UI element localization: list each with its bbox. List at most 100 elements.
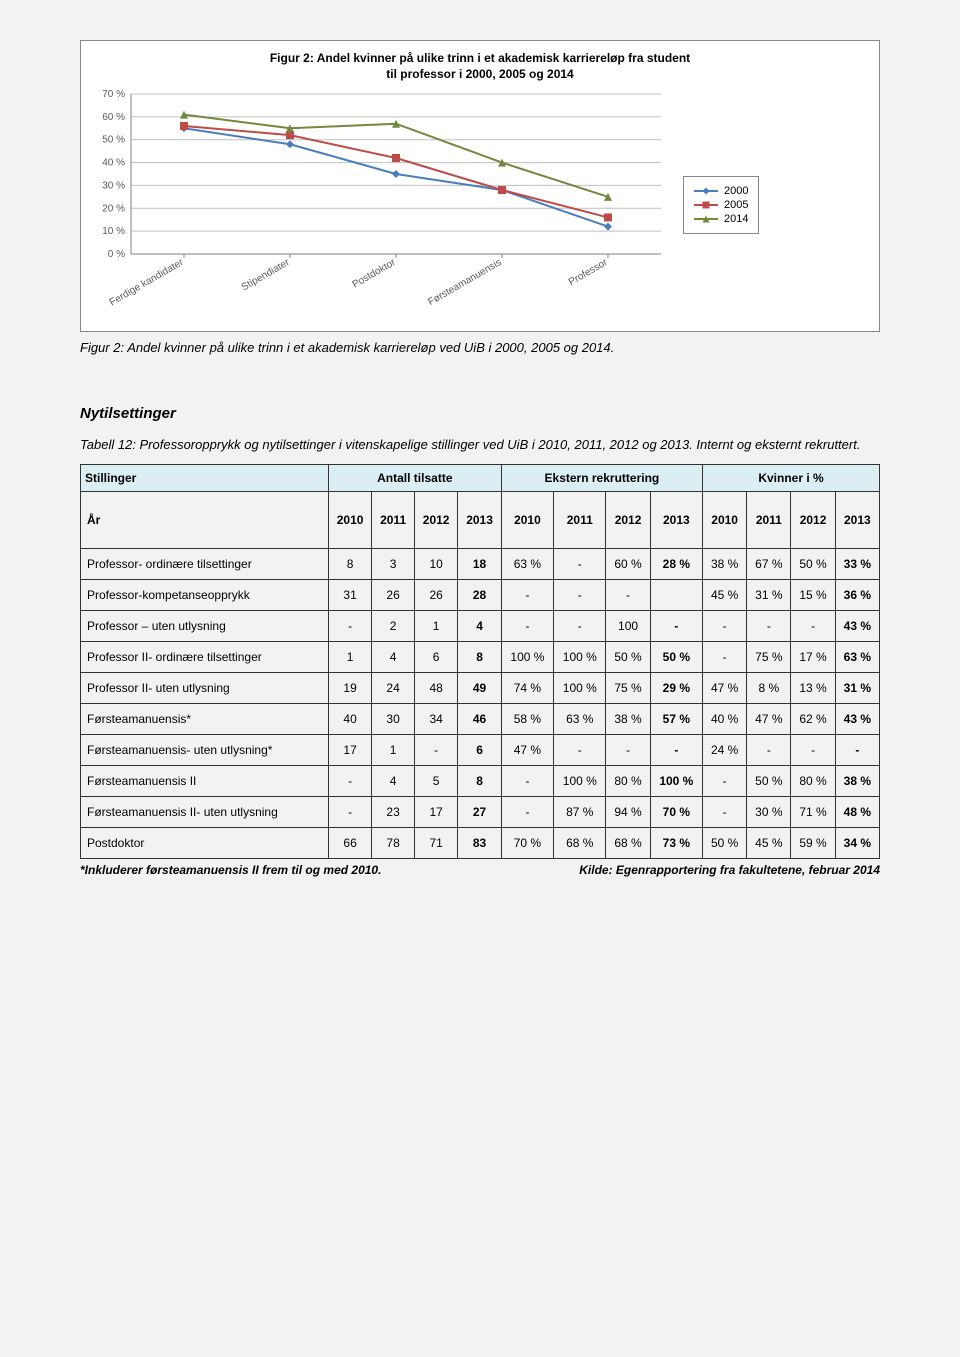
table-footnotes: *Inkluderer førsteamanuensis II frem til… (80, 863, 880, 877)
table-cell: - (650, 611, 702, 642)
table-cell: 40 % (703, 704, 747, 735)
table-cell: 50 % (747, 766, 791, 797)
table-row-header: Professor – uten utlysning (81, 611, 329, 642)
table-cell: 24 % (703, 735, 747, 766)
table-cell: 40 (328, 704, 371, 735)
table-cell: 6 (458, 735, 501, 766)
table-cell: 62 % (791, 704, 835, 735)
legend-item: 2005 (694, 199, 748, 211)
chart-svg: 0 %10 %20 %30 %40 %50 %60 %70 %Ferdige k… (91, 88, 671, 318)
table-cell: 63 % (554, 704, 606, 735)
table-cell: 17 (414, 797, 457, 828)
table-cell: 48 (414, 673, 457, 704)
legend-item: 2000 (694, 185, 748, 197)
table-year-cell: 2010 (501, 492, 553, 549)
table-cell: 58 % (501, 704, 553, 735)
table-cell: 68 % (606, 828, 650, 859)
table-year-cell: 2010 (703, 492, 747, 549)
svg-text:20 %: 20 % (102, 203, 125, 214)
svg-text:Stipendiater: Stipendiater (240, 257, 292, 294)
table-cell: 1 (372, 735, 415, 766)
table-cell: 74 % (501, 673, 553, 704)
table-year-cell: 2013 (835, 492, 879, 549)
table-cell: 17 % (791, 642, 835, 673)
table-row: Førsteamanuensis II- uten utlysning-2317… (81, 797, 880, 828)
table-cell: 8 (458, 642, 501, 673)
table-cell: 73 % (650, 828, 702, 859)
figure-2-chart: Figur 2: Andel kvinner på ulike trinn i … (80, 40, 880, 332)
table-cell: 50 % (650, 642, 702, 673)
table-year-cell: 2011 (554, 492, 606, 549)
table-cell: 100 % (501, 642, 553, 673)
table-year-cell: 2012 (606, 492, 650, 549)
section-heading: Nytilsettinger (80, 405, 880, 422)
table-cell: - (501, 797, 553, 828)
table-row: Professor-kompetanseopprykk31262628---45… (81, 580, 880, 611)
table-cell: 71 % (791, 797, 835, 828)
table-cell: 1 (414, 611, 457, 642)
table-cell: 26 (372, 580, 415, 611)
table-cell: 47 % (501, 735, 553, 766)
table-cell: 43 % (835, 704, 879, 735)
table-cell: - (501, 580, 553, 611)
table-row-header: Førsteamanuensis II (81, 766, 329, 797)
table-cell: 27 (458, 797, 501, 828)
svg-text:0 %: 0 % (108, 249, 125, 260)
table-cell: 33 % (835, 549, 879, 580)
table-cell: 17 (328, 735, 371, 766)
table-year-cell: 2011 (747, 492, 791, 549)
table-cell: - (791, 735, 835, 766)
table-cell: 63 % (835, 642, 879, 673)
table-caption: Tabell 12: Professoropprykk og nytilsett… (80, 436, 880, 454)
table-cell: 4 (372, 766, 415, 797)
table-year-cell: 2013 (650, 492, 702, 549)
table-cell: 83 (458, 828, 501, 859)
table-row-header: Professor-kompetanseopprykk (81, 580, 329, 611)
table-cell: 31 % (835, 673, 879, 704)
table-cell: 63 % (501, 549, 553, 580)
table-cell: 50 % (606, 642, 650, 673)
svg-text:Ferdige kandidater: Ferdige kandidater (108, 257, 186, 309)
footnote-right: Kilde: Egenrapportering fra fakultetene,… (579, 863, 880, 877)
table-cell: 29 % (650, 673, 702, 704)
table-row-header: Førsteamanuensis- uten utlysning* (81, 735, 329, 766)
table-cell: 80 % (606, 766, 650, 797)
table-cell: - (703, 766, 747, 797)
table-cell: 15 % (791, 580, 835, 611)
table-cell: - (554, 580, 606, 611)
table-cell: 38 % (835, 766, 879, 797)
chart-title-line1: Figur 2: Andel kvinner på ulike trinn i … (270, 51, 690, 65)
table-cell: - (501, 766, 553, 797)
table-cell: - (501, 611, 553, 642)
table-cell: 49 (458, 673, 501, 704)
table-cell: 70 % (650, 797, 702, 828)
table-cell: 100 (606, 611, 650, 642)
svg-text:Førsteamanuensis: Førsteamanuensis (426, 257, 503, 308)
table-group-header: Antall tilsatte (328, 465, 501, 492)
svg-text:60 %: 60 % (102, 112, 125, 123)
table-group-header: Stillinger (81, 465, 329, 492)
table-year-cell: 2012 (414, 492, 457, 549)
table-cell: 28 % (650, 549, 702, 580)
table-cell: 8 (458, 766, 501, 797)
table-row-header: Professor II- uten utlysning (81, 673, 329, 704)
table-12: StillingerAntall tilsatteEkstern rekrutt… (80, 464, 880, 859)
legend-label: 2000 (724, 185, 748, 197)
svg-text:70 %: 70 % (102, 89, 125, 100)
table-cell: 43 % (835, 611, 879, 642)
table-cell: 31 (328, 580, 371, 611)
table-cell: 3 (372, 549, 415, 580)
chart-title: Figur 2: Andel kvinner på ulike trinn i … (91, 51, 869, 82)
table-cell: 48 % (835, 797, 879, 828)
table-row: Førsteamanuensis*4030344658 %63 %38 %57 … (81, 704, 880, 735)
table-cell: - (328, 611, 371, 642)
chart-plot: 0 %10 %20 %30 %40 %50 %60 %70 %Ferdige k… (91, 88, 671, 321)
table-row: Professor – uten utlysning-214--100----4… (81, 611, 880, 642)
table-row: Professor II- uten utlysning1924484974 %… (81, 673, 880, 704)
table-cell: 8 (328, 549, 371, 580)
table-cell: 57 % (650, 704, 702, 735)
chart-title-line2: til professor i 2000, 2005 og 2014 (386, 67, 573, 81)
table-cell: - (328, 766, 371, 797)
table-cell: 60 % (606, 549, 650, 580)
table-cell: 31 % (747, 580, 791, 611)
